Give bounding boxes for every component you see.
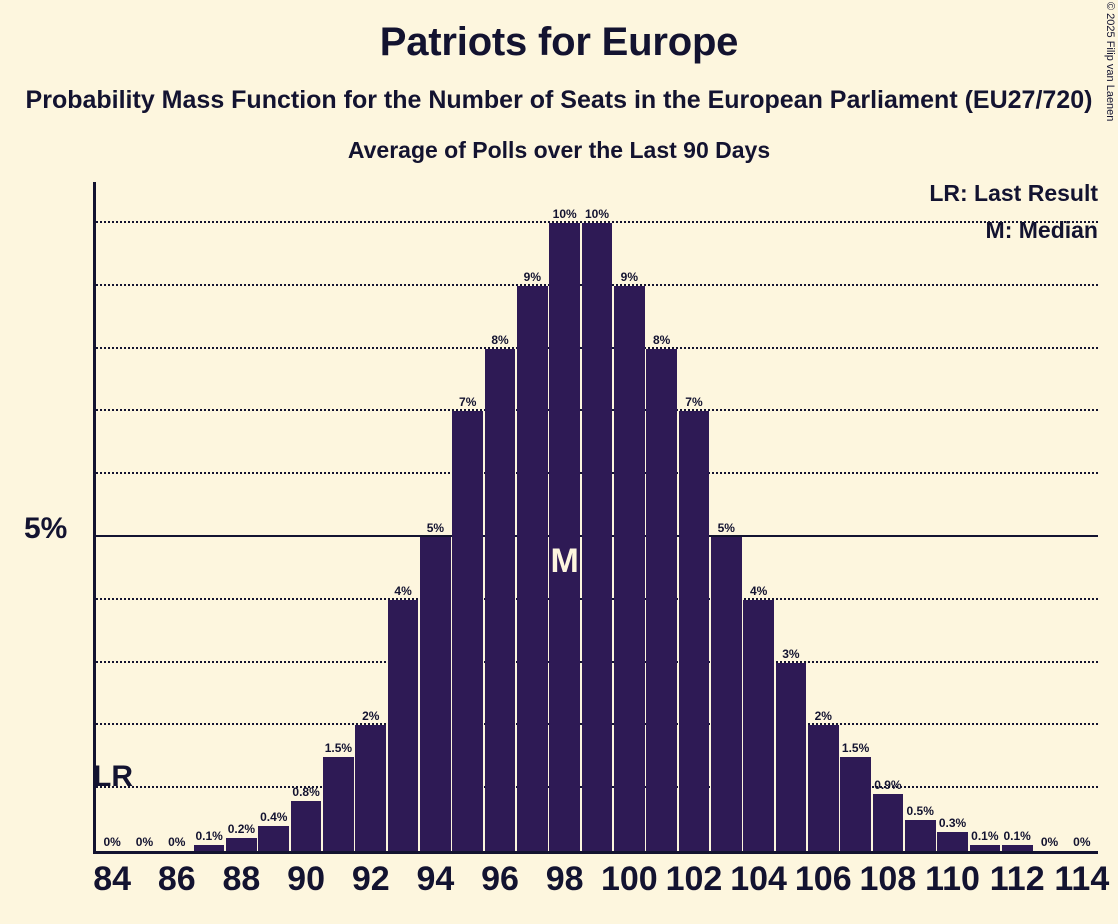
x-tick-114: 114 (1054, 860, 1110, 898)
bar-value-label: 2% (814, 709, 832, 724)
y-axis-line (93, 182, 96, 854)
bar-value-label: 0.8% (292, 784, 320, 799)
page-title: Patriots for Europe (379, 20, 739, 64)
x-tick-92: 92 (351, 860, 390, 898)
bar[interactable] (355, 725, 387, 851)
bar[interactable] (581, 223, 613, 851)
bar[interactable] (452, 411, 484, 851)
x-tick-86: 86 (157, 860, 196, 898)
bar-value-label: 0.2% (227, 822, 256, 837)
bar[interactable] (484, 348, 516, 851)
bar[interactable] (226, 838, 257, 851)
gridline-10-percent (96, 221, 1098, 223)
bar-value-label: 7% (459, 395, 477, 410)
bar-value-label: 5% (717, 521, 735, 535)
y-axis-label-5-percent: 5% (24, 512, 68, 545)
x-tick-104: 104 (730, 860, 787, 898)
bar-value-label: 9% (523, 269, 542, 284)
bar-value-label: 0.1% (195, 828, 223, 843)
bar-value-label: 0% (103, 835, 121, 849)
bar[interactable] (549, 223, 581, 851)
bar[interactable] (516, 285, 548, 851)
bar[interactable] (420, 537, 451, 851)
bar-value-label: 10% (552, 207, 577, 221)
median-marker: M (550, 541, 579, 580)
x-tick-102: 102 (665, 860, 723, 898)
x-tick-90: 90 (287, 860, 325, 898)
bar-value-label: 8% (652, 332, 671, 347)
bar-value-label: 0% (1040, 835, 1059, 849)
bar-value-label: 0.1% (1003, 828, 1031, 843)
bar[interactable] (1001, 844, 1033, 851)
bar-value-label: 0% (135, 835, 154, 849)
bar-value-label: 4% (394, 583, 412, 598)
bar-value-label: 0% (168, 835, 186, 849)
x-tick-100: 100 (600, 860, 658, 898)
legend-item-median: M: Median (985, 217, 1098, 243)
x-tick-84: 84 (93, 860, 132, 898)
bar-value-label: 4% (749, 583, 768, 598)
bar-value-label: 10% (584, 207, 610, 221)
bar-value-label: 0.5% (906, 803, 934, 818)
bar[interactable] (904, 819, 936, 851)
bar-value-label: 0.4% (260, 809, 288, 824)
bar-value-label: 5% (426, 521, 445, 535)
x-tick-94: 94 (416, 860, 455, 898)
bar-value-label: 7% (685, 395, 703, 410)
bar[interactable] (710, 537, 742, 851)
chart-subtitle-secondary: Average of Polls over the Last 90 Days (347, 137, 771, 163)
plot-area: 0% 0% 0% 0.1% 0.2% 0.4% 0.8% 1.5% 2% 4% 5% 7% 8% 9% 10… (93, 182, 1098, 854)
bar-value-label: 0.3% (938, 816, 967, 831)
bar[interactable] (323, 756, 354, 851)
bar[interactable] (937, 832, 968, 851)
bar[interactable] (743, 599, 774, 851)
copyright-notice: © 2025 Filip van Laenen (1102, 0, 1118, 122)
bar-value-label: 0% (1073, 835, 1091, 849)
bar[interactable] (872, 794, 904, 851)
bar-value-label: 8% (491, 332, 509, 347)
copyright-text: © 2025 Filip van Laenen (1104, 2, 1116, 122)
bar[interactable] (387, 599, 419, 851)
bar[interactable] (613, 285, 645, 851)
x-tick-112: 112 (989, 860, 1045, 898)
bar-value-label: 0.1% (971, 828, 999, 843)
bar-value-label: 1.5% (841, 740, 870, 755)
x-tick-110: 110 (925, 860, 980, 898)
bar-value-label: 1.5% (324, 740, 353, 755)
x-tick-108: 108 (859, 860, 917, 898)
bar[interactable] (646, 348, 677, 851)
bar[interactable] (258, 825, 290, 851)
x-tick-96: 96 (481, 860, 519, 898)
x-tick-88: 88 (222, 860, 261, 898)
bar-value-label: 3% (782, 646, 800, 661)
bar[interactable] (290, 800, 322, 851)
x-tick-98: 98 (545, 860, 584, 898)
bar[interactable] (775, 662, 807, 851)
chart-subtitle-primary: Probability Mass Function for the Number… (25, 86, 1093, 114)
bar-value-label: 0.9% (874, 778, 902, 793)
x-axis-line (93, 851, 1098, 854)
bar[interactable] (840, 756, 871, 851)
bar-value-label: 9% (620, 269, 638, 284)
bar[interactable] (678, 411, 710, 851)
bar[interactable] (969, 844, 1001, 851)
legend-item-last-result: LR: Last Result (929, 180, 1098, 206)
bar[interactable] (807, 725, 839, 851)
last-result-marker: LR (93, 760, 133, 794)
bar-value-label: 2% (362, 709, 380, 724)
chart-legend: LR: Last Result M: Median (929, 182, 1098, 256)
bar[interactable] (193, 844, 225, 851)
x-tick-106: 106 (794, 860, 852, 898)
